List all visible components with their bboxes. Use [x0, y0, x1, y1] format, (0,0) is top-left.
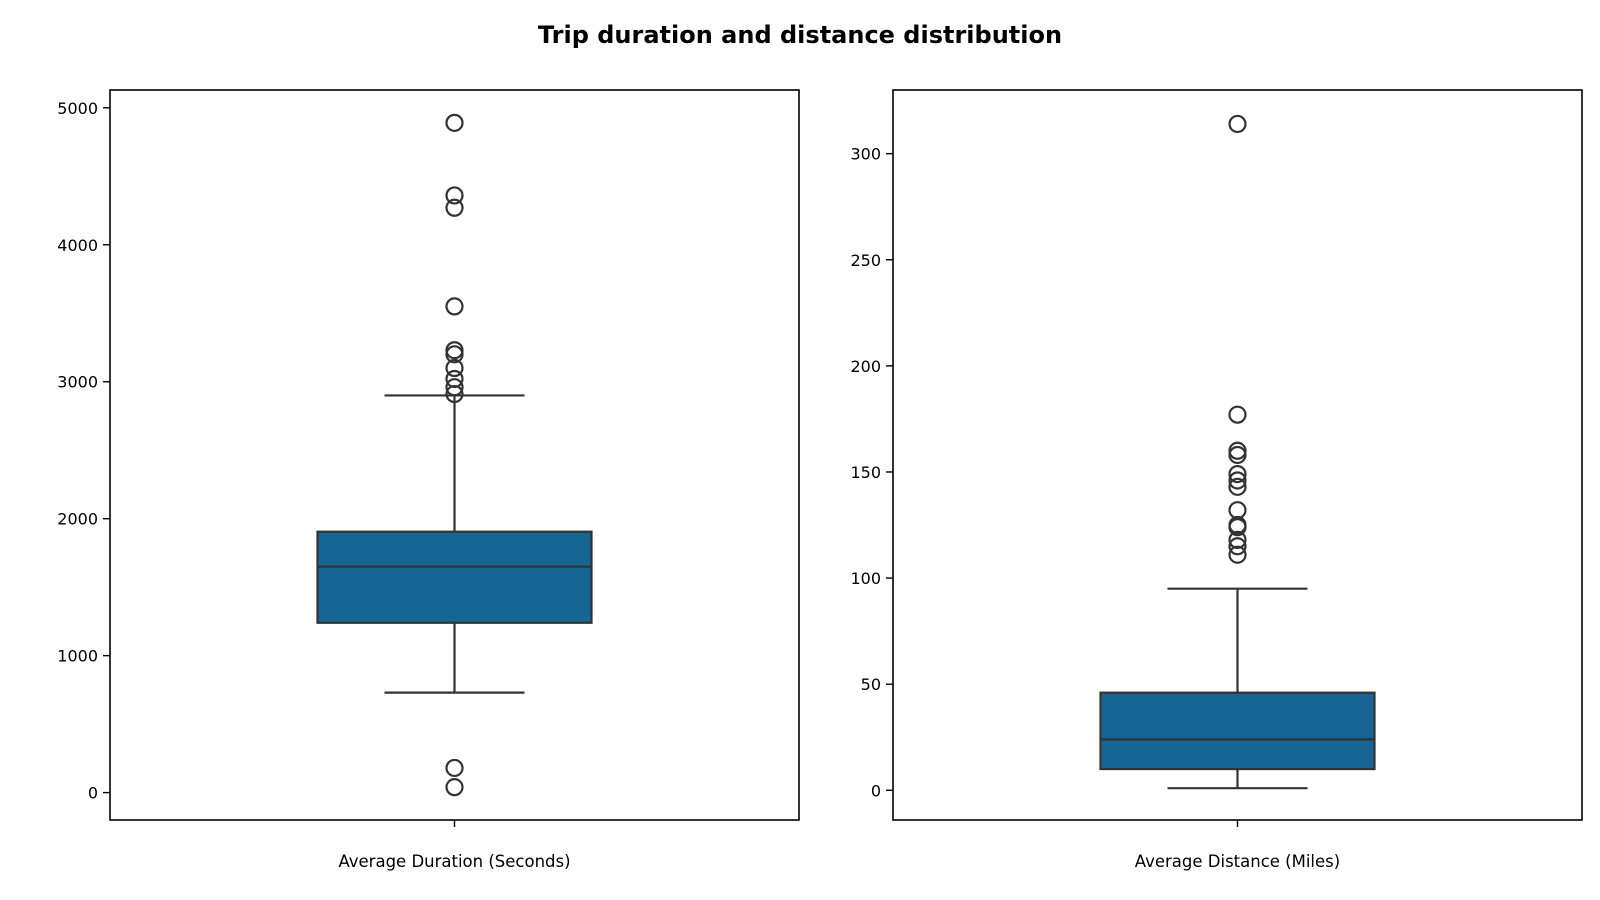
outlier-point: [445, 113, 464, 132]
outlier-point: [1228, 405, 1247, 424]
outlier-point: [445, 358, 464, 378]
subplot-panel-2: 0 50 100 150 200 250 300 Average Distance (Mile…: [850, 89, 1583, 871]
y-tick-label: 3000: [57, 373, 98, 392]
outlier-point: [445, 384, 464, 404]
outlier-point: [1228, 530, 1247, 549]
x-axis-label: Average Duration (Seconds): [338, 852, 570, 871]
outlier-point: [1228, 114, 1247, 134]
y-tick-label: 300: [850, 145, 881, 164]
x-axis-label: Average Distance (Miles): [1135, 852, 1340, 871]
outlier-point: [445, 297, 464, 316]
outlier-point: [1228, 471, 1247, 490]
y-tick-label: 50: [861, 675, 881, 694]
outlier-point: [1228, 537, 1247, 556]
subplot-panel-1: 0 1000 2000 3000 4000 5000 Average Duration (S…: [57, 89, 800, 871]
y-tick-label: 0: [88, 784, 98, 803]
y-tick-label: 250: [850, 251, 881, 270]
outlier-point: [445, 378, 464, 397]
outlier-point: [1228, 518, 1247, 537]
y-tick-label: 200: [850, 357, 881, 376]
outlier-point: [1228, 464, 1247, 484]
iqr-box: [1099, 691, 1376, 771]
y-tick-label: 0: [871, 781, 881, 800]
y-tick-label: 100: [850, 569, 881, 588]
y-tick-label: 5000: [57, 99, 98, 118]
outlier-point: [445, 186, 464, 205]
outlier-point: [1228, 445, 1247, 465]
outlier-point: [1228, 477, 1247, 496]
y-tick-label: 1000: [57, 647, 98, 666]
outlier-point: [445, 198, 464, 217]
y-tick-label: 4000: [57, 236, 98, 255]
outlier-point: [445, 345, 464, 364]
y-tick-label: 2000: [57, 510, 98, 529]
chart-title: Trip duration and distance distribution: [538, 21, 1062, 49]
outlier-point: [445, 778, 464, 797]
outlier-point: [1228, 545, 1247, 564]
outlier-point: [445, 758, 464, 778]
iqr-box: [316, 530, 593, 624]
y-tick-label: 150: [850, 463, 881, 482]
